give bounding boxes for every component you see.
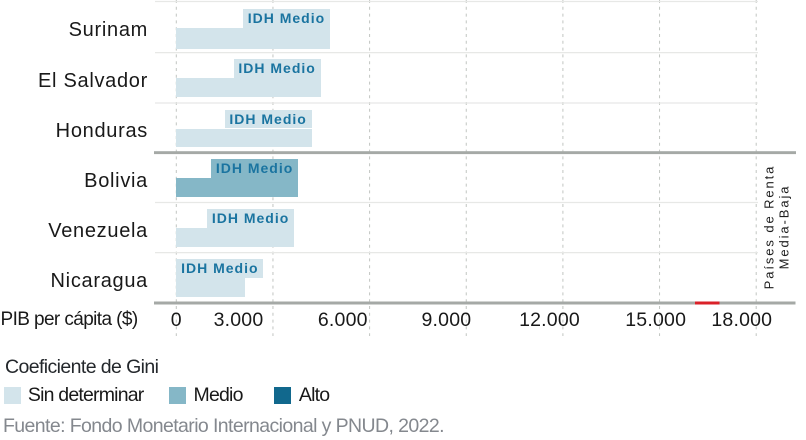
right-group-label: Países de Renta Media-Baja [762,165,793,290]
bar-label-text: IDH Medio [211,210,290,227]
bar-label-box: IDH Medio [211,159,299,178]
bar-label-box: IDH Medio [233,59,321,78]
bar-label-box: IDH Medio [207,209,295,228]
bar-bolivia [176,178,299,198]
x-tick-label-15.000: 15.000 [625,309,687,332]
source-note: Fuente: Fondo Monetario Internacional y … [3,415,445,438]
category-label-bolivia: Bolivia [84,169,148,192]
bar-label-box: IDH Medio [224,109,312,129]
category-label-nicaragua: Nicaragua [50,269,148,292]
category-label-el-salvador: El Salvador [38,69,148,92]
bar-label-box: IDH Medio [242,9,330,28]
bar-surinam [176,28,330,49]
bar-el-salvador [176,78,321,98]
bar-label-text: IDH Medio [181,260,259,277]
group-divider-line [154,151,796,155]
category-label-honduras: Honduras [55,120,148,143]
x-tick-label-6.000: 6.000 [317,309,368,332]
bar-label-text: IDH Medio [229,110,307,127]
reference-marker [694,301,720,305]
x-tick-label-12.000: 12.000 [519,309,580,332]
bar-honduras [176,128,312,148]
category-label-venezuela: Venezuela [48,219,148,242]
x-axis-title: PIB per cápita ($) [0,309,139,331]
category-label-surinam: Surinam [68,18,148,41]
right-group-label-line1: Países de Renta [761,164,777,290]
right-group-label-line2: Media-Baja [777,184,792,270]
bar-nicaragua [176,278,246,298]
x-tick-label-3.000: 3.000 [213,309,264,332]
bar-label-box: IDH Medio [176,259,264,278]
x-tick-label-9.000: 9.000 [421,309,472,332]
x-axis-line [154,301,796,305]
bar-label-text: IDH Medio [238,60,316,77]
bar-label-text: IDH Medio [215,160,294,177]
bar-label-text: IDH Medio [247,10,326,27]
x-tick-label-18.000: 18.000 [711,309,773,332]
bar-venezuela [176,227,295,247]
x-tick-label-0: 0 [170,309,182,332]
